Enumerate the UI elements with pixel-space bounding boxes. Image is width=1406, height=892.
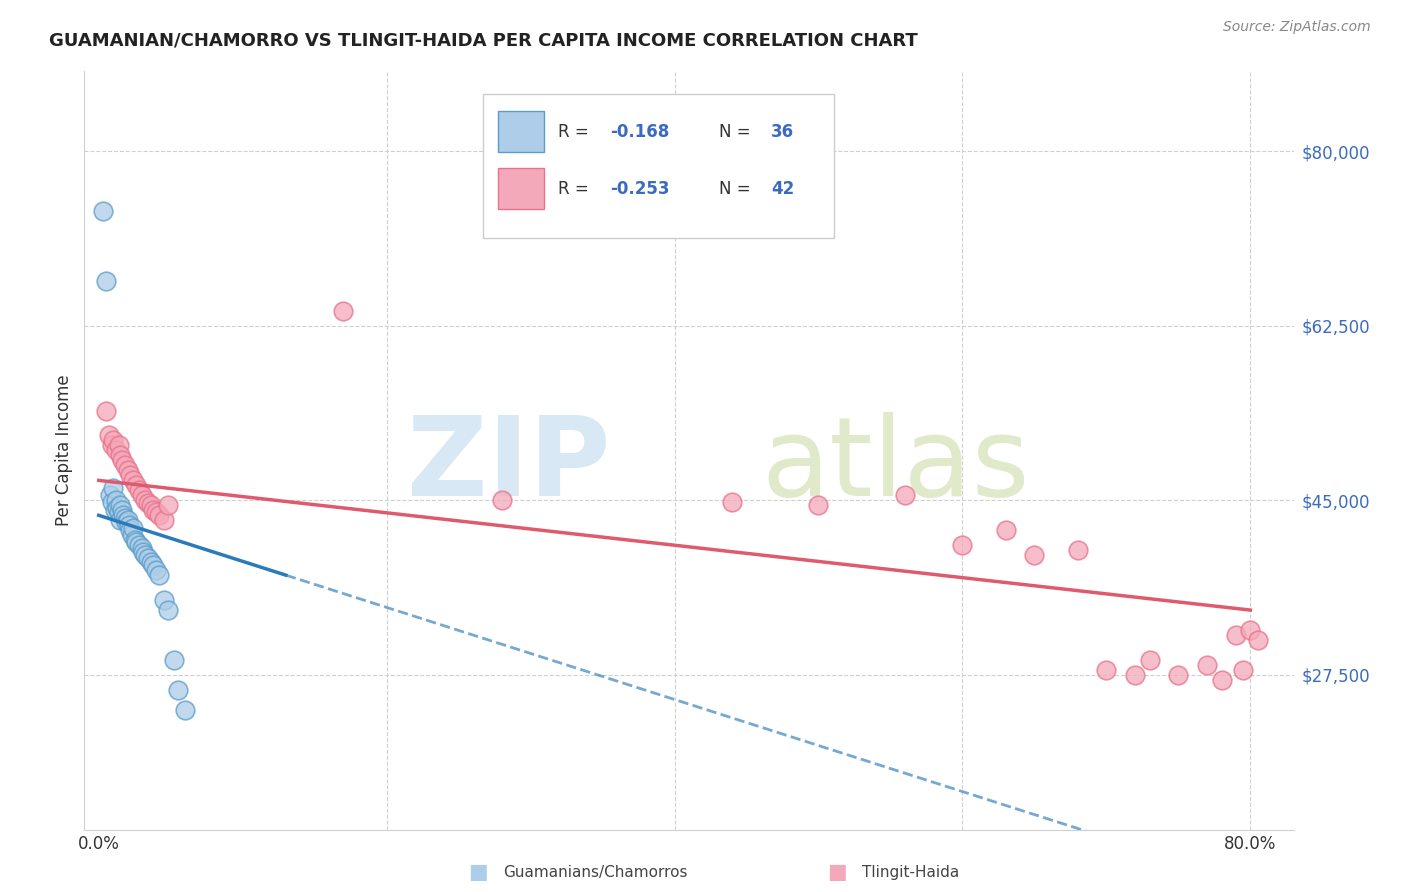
Point	[118, 518, 141, 533]
Point	[139, 555, 162, 569]
Point	[131, 541, 153, 556]
Point	[128, 483, 150, 498]
Point	[721, 495, 744, 509]
Point	[108, 438, 131, 452]
Point	[1095, 663, 1118, 677]
Point	[1066, 543, 1088, 558]
Point	[112, 508, 135, 523]
Text: N =: N =	[720, 179, 756, 197]
Point	[994, 523, 1017, 537]
Point	[91, 204, 114, 219]
Point	[125, 478, 148, 492]
Point	[1225, 628, 1247, 642]
Point	[491, 493, 513, 508]
Point	[105, 493, 128, 508]
Point	[332, 303, 354, 318]
Text: Guamanians/Chamorros: Guamanians/Chamorros	[503, 865, 688, 880]
FancyBboxPatch shape	[498, 111, 544, 153]
Point	[108, 505, 131, 519]
Point	[136, 496, 159, 510]
Point	[134, 493, 156, 508]
Point	[101, 482, 124, 496]
Text: ZIP: ZIP	[406, 412, 610, 519]
Point	[145, 505, 167, 519]
Point	[1197, 657, 1219, 672]
Point	[114, 511, 136, 525]
Text: Tlingit-Haida: Tlingit-Haida	[862, 865, 959, 880]
Point	[110, 513, 132, 527]
Point	[156, 603, 179, 617]
Point	[104, 503, 127, 517]
Point	[120, 523, 142, 537]
Text: GUAMANIAN/CHAMORRO VS TLINGIT-HAIDA PER CAPITA INCOME CORRELATION CHART: GUAMANIAN/CHAMORRO VS TLINGIT-HAIDA PER …	[49, 31, 918, 49]
Point	[807, 499, 830, 513]
Point	[152, 513, 174, 527]
Point	[120, 468, 142, 483]
Point	[162, 653, 184, 667]
Point	[174, 703, 197, 717]
Text: R =: R =	[558, 179, 595, 197]
Point	[115, 516, 138, 530]
Point	[122, 474, 145, 488]
Point	[111, 453, 134, 467]
Point	[1239, 623, 1261, 637]
Point	[142, 558, 165, 573]
Point	[105, 443, 128, 458]
Text: 36: 36	[770, 122, 794, 141]
Text: 42: 42	[770, 179, 794, 197]
Point	[132, 545, 155, 559]
Point	[124, 533, 146, 548]
Point	[134, 548, 156, 562]
Point	[94, 274, 117, 288]
Point	[1167, 668, 1189, 682]
Point	[1123, 668, 1146, 682]
Point	[148, 568, 170, 582]
Point	[121, 528, 143, 542]
Point	[142, 503, 165, 517]
Text: N =: N =	[720, 122, 756, 141]
Point	[100, 438, 122, 452]
Point	[107, 501, 129, 516]
FancyBboxPatch shape	[498, 168, 544, 210]
Point	[152, 593, 174, 607]
Point	[1232, 663, 1254, 677]
Point	[110, 449, 132, 463]
Point	[94, 403, 117, 417]
Text: ■: ■	[468, 863, 488, 882]
Point	[1211, 673, 1233, 687]
Point	[110, 499, 132, 513]
Point	[1139, 653, 1161, 667]
Point	[131, 488, 153, 502]
Point	[125, 535, 148, 549]
Text: atlas: atlas	[762, 412, 1031, 519]
Point	[145, 563, 167, 577]
Text: Source: ZipAtlas.com: Source: ZipAtlas.com	[1223, 20, 1371, 34]
Point	[136, 551, 159, 566]
Point	[122, 521, 145, 535]
Point	[97, 428, 120, 442]
Point	[117, 513, 139, 527]
Point	[156, 499, 179, 513]
Point	[952, 538, 974, 552]
Point	[111, 503, 134, 517]
Text: -0.253: -0.253	[610, 179, 669, 197]
Text: -0.168: -0.168	[610, 122, 669, 141]
Text: R =: R =	[558, 122, 595, 141]
Point	[167, 682, 190, 697]
Point	[128, 538, 150, 552]
Point	[1024, 548, 1046, 562]
FancyBboxPatch shape	[484, 95, 834, 238]
Point	[100, 495, 122, 509]
Point	[101, 434, 124, 448]
Point	[117, 463, 139, 477]
Point	[894, 488, 917, 502]
Point	[1246, 633, 1268, 648]
Point	[98, 488, 121, 502]
Y-axis label: Per Capita Income: Per Capita Income	[55, 375, 73, 526]
Text: ■: ■	[827, 863, 846, 882]
Point	[148, 508, 170, 523]
Point	[139, 499, 162, 513]
Point	[114, 458, 136, 473]
